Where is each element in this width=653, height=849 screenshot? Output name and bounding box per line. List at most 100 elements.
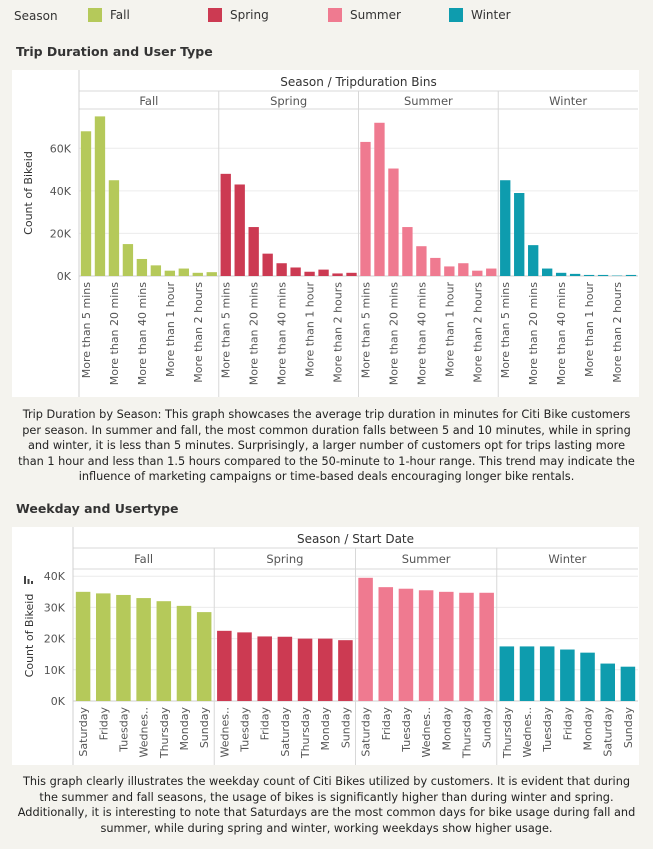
bar-spring-2 — [234, 184, 245, 276]
bar-summer-5 — [416, 246, 427, 276]
bar-winter-10 — [625, 274, 637, 276]
y-axis-label: Count of Bikeid — [22, 151, 35, 235]
x-tick-label: More than 40 mins — [555, 282, 568, 385]
bar-spring-4 — [262, 253, 273, 276]
x-tick-label: Wednes.. — [138, 707, 151, 757]
x-tick-label: More than 20 mins — [387, 282, 400, 385]
bar-spring-1 — [217, 630, 232, 701]
x-tick-label: Wednes.. — [218, 707, 231, 757]
panel-label-fall: Fall — [139, 94, 158, 108]
bar-summer-4 — [402, 227, 413, 276]
panel-label-winter: Winter — [548, 552, 586, 566]
bar-winter-7 — [620, 666, 636, 701]
bar-winter-5 — [580, 652, 595, 701]
x-tick-label: Tuesday — [239, 707, 252, 753]
bar-winter-6 — [600, 663, 615, 701]
legend-item-spring[interactable]: Spring — [208, 8, 269, 22]
x-tick-label: Monday — [440, 707, 453, 751]
x-tick-label: Friday — [380, 707, 393, 741]
bar-fall-2 — [96, 593, 111, 701]
y-tick-label: 0K — [57, 270, 72, 283]
x-tick-label: Thursday — [460, 707, 473, 760]
legend-item-winter[interactable]: Winter — [449, 8, 511, 22]
bar-winter-7 — [583, 274, 595, 276]
bar-winter-2 — [514, 193, 525, 276]
legend-item-fall[interactable]: Fall — [88, 8, 130, 22]
bar-summer-2 — [374, 122, 385, 276]
legend-swatch-spring — [208, 8, 222, 22]
x-tick-label: Monday — [319, 707, 332, 751]
y-tick-label: 30K — [44, 601, 66, 614]
y-tick-label: 0K — [51, 695, 66, 708]
sort-icon-bar-3 — [31, 581, 33, 584]
x-tick-label: More than 5 mins — [220, 282, 233, 378]
bar-spring-6 — [317, 638, 333, 701]
x-tick-label: More than 2 hours — [471, 282, 484, 383]
bar-summer-8 — [458, 263, 469, 276]
bar-spring-5 — [297, 638, 313, 701]
sort-icon-bar-1 — [24, 576, 26, 584]
x-tick-label: Wednes.. — [420, 707, 433, 757]
x-tick-label: Monday — [582, 707, 595, 751]
bar-spring-9 — [332, 273, 343, 276]
trip-duration-caption: Trip Duration by Season: This graph show… — [18, 408, 635, 483]
bar-summer-4 — [418, 590, 434, 701]
bar-winter-4 — [541, 268, 553, 276]
x-tick-label: More than 20 mins — [527, 282, 540, 385]
bar-fall-4 — [136, 598, 151, 701]
x-tick-label: More than 5 mins — [359, 282, 372, 378]
bar-fall-1 — [75, 591, 91, 701]
x-tick-label: Sunday — [198, 707, 211, 749]
sort-icon[interactable] — [24, 576, 33, 584]
y-tick-label: 60K — [50, 142, 72, 155]
bar-fall-10 — [206, 272, 217, 276]
chart-header: Season / Tripduration Bins — [280, 75, 436, 89]
x-tick-label: Tuesday — [541, 707, 554, 753]
bar-fall-3 — [116, 594, 131, 701]
x-tick-label: More than 5 mins — [80, 282, 93, 378]
x-tick-label: Wednes.. — [521, 707, 534, 757]
bar-summer-1 — [358, 577, 373, 701]
panel-label-winter: Winter — [549, 94, 587, 108]
bar-fall-7 — [164, 270, 176, 276]
bar-winter-3 — [528, 245, 539, 276]
legend-swatch-fall — [88, 8, 102, 22]
x-tick-label: Saturday — [279, 707, 292, 757]
x-tick-label: More than 20 mins — [108, 282, 121, 385]
bar-summer-6 — [430, 257, 441, 276]
x-tick-label: Saturday — [77, 707, 90, 757]
x-tick-label: Monday — [178, 707, 191, 751]
bar-spring-1 — [220, 173, 231, 276]
trip-duration-svg: Season / Tripduration Bins Count of Bikei… — [22, 70, 638, 397]
x-tick-label: Friday — [561, 707, 574, 741]
x-tick-label: Sunday — [339, 707, 352, 749]
x-tick-label: More than 2 hours — [192, 282, 205, 383]
bar-winter-2 — [519, 646, 535, 701]
legend-item-summer[interactable]: Summer — [328, 8, 401, 22]
x-tick-label: More than 5 mins — [499, 282, 512, 378]
x-tick-label: Sunday — [481, 707, 494, 749]
x-tick-label: More than 2 hours — [611, 282, 624, 383]
y-tick-label: 40K — [50, 185, 72, 198]
bar-spring-6 — [290, 267, 301, 276]
bar-fall-5 — [136, 258, 148, 276]
y-axis-label: Count of Bikeid — [23, 594, 36, 678]
legend-label-fall: Fall — [110, 8, 130, 22]
bar-summer-1 — [360, 141, 371, 276]
y-tick-label: 10K — [44, 664, 66, 677]
bar-summer-6 — [459, 592, 474, 701]
bar-spring-7 — [338, 640, 353, 701]
bar-winter-5 — [555, 272, 567, 276]
x-tick-label: More than 40 mins — [136, 282, 149, 385]
x-tick-label: Thursday — [501, 707, 514, 760]
panel-label-summer: Summer — [402, 552, 451, 566]
bar-winter-1 — [499, 646, 515, 701]
bar-winter-8 — [597, 274, 609, 276]
x-tick-label: More than 1 hour — [304, 282, 317, 377]
bar-fall-4 — [122, 244, 134, 276]
bar-summer-7 — [479, 592, 494, 701]
bar-summer-10 — [486, 268, 497, 276]
x-tick-label: Thursday — [158, 707, 171, 760]
x-tick-label: More than 1 hour — [583, 282, 596, 377]
bar-winter-4 — [560, 649, 575, 701]
